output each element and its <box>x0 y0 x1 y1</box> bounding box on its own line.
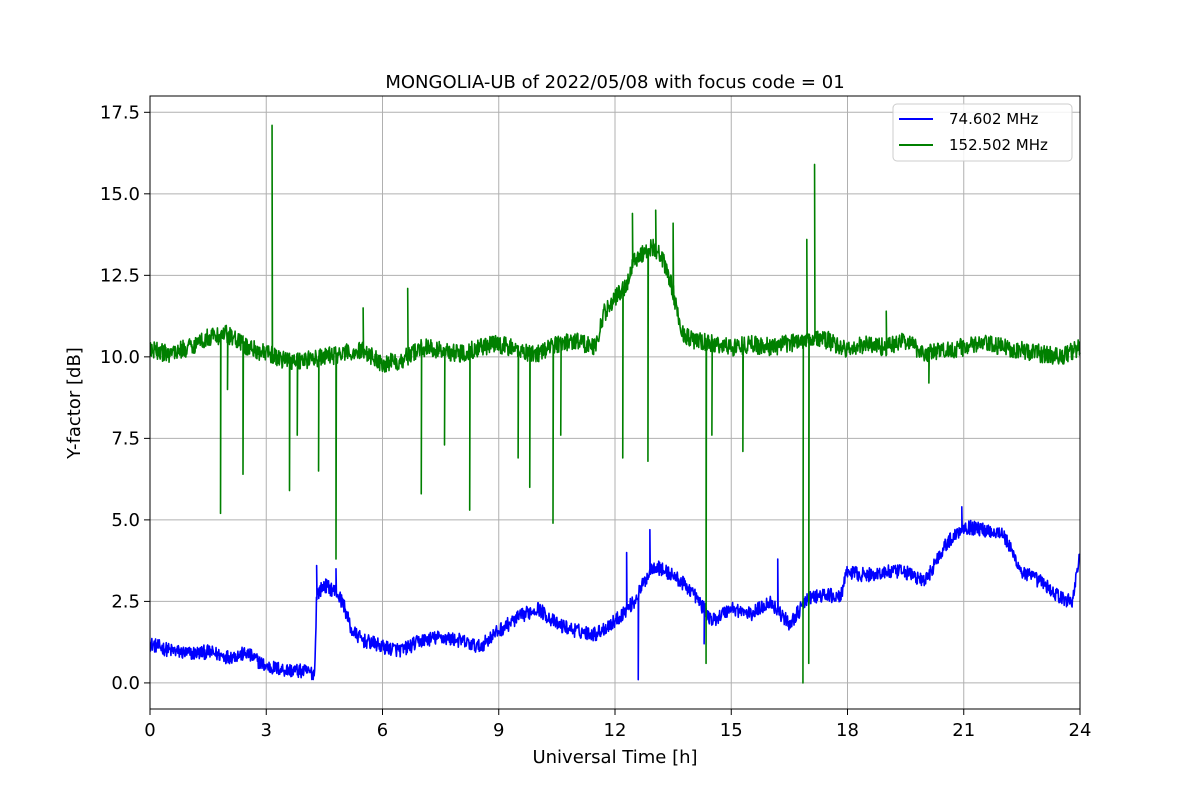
x-tick-label-3: 9 <box>493 720 504 741</box>
x-tick-label-6: 18 <box>836 720 859 741</box>
y-tick-label-5: 12.5 <box>100 265 140 286</box>
x-tick-label-5: 15 <box>720 720 743 741</box>
y-tick-label-0: 0.0 <box>111 673 140 694</box>
legend-label-0: 74.602 MHz <box>949 110 1038 128</box>
y-axis: 0.0 2.5 5.0 7.5 10.0 12.5 15.0 17.5 <box>100 102 150 694</box>
legend: 74.602 MHz 152.502 MHz <box>892 103 1073 162</box>
y-tick-label-1: 2.5 <box>111 591 140 612</box>
series-line-0 <box>149 506 1081 681</box>
y-axis-label: Y-factor [dB] <box>64 347 85 460</box>
legend-box <box>892 103 1073 162</box>
y-tick-label-4: 10.0 <box>100 347 140 368</box>
y-tick-label-7: 17.5 <box>100 102 140 123</box>
x-tick-label-2: 6 <box>377 720 388 741</box>
series-layer <box>149 124 1081 684</box>
chart-title: MONGOLIA-UB of 2022/05/08 with focus cod… <box>385 72 844 93</box>
x-tick-label-7: 21 <box>952 720 975 741</box>
legend-label-1: 152.502 MHz <box>949 136 1048 154</box>
x-tick-label-4: 12 <box>604 720 627 741</box>
y-tick-label-2: 5.0 <box>111 510 140 531</box>
x-axis: 0 3 6 9 12 15 18 21 24 <box>144 709 1091 741</box>
x-tick-label-1: 3 <box>261 720 272 741</box>
y-tick-label-6: 15.0 <box>100 184 140 205</box>
x-tick-label-0: 0 <box>144 720 155 741</box>
series-line-1 <box>149 124 1081 684</box>
x-axis-label: Universal Time [h] <box>532 747 697 768</box>
y-tick-label-3: 7.5 <box>111 428 140 449</box>
x-tick-label-8: 24 <box>1069 720 1092 741</box>
